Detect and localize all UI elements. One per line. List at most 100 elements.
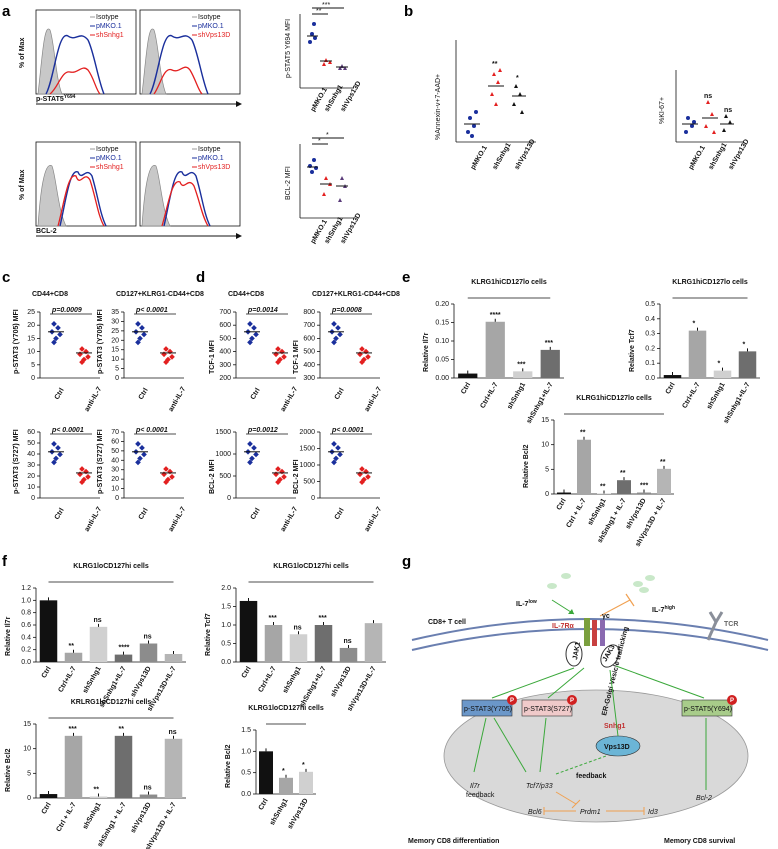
feedback-label: feedback [576, 773, 606, 780]
bar [577, 439, 591, 494]
y-tick: 35 [111, 309, 119, 316]
y-tick: 25 [111, 328, 119, 335]
x-tick: shSnhg1 [82, 665, 103, 694]
significance: ** [119, 726, 125, 733]
phospho-icon [507, 695, 517, 705]
significance: ** [600, 484, 606, 491]
y-label: Relative Bcl2 [523, 444, 530, 488]
legend-shsnhg1: shSnhg1 [96, 32, 124, 39]
data-point [249, 335, 255, 342]
bar-chart: KLRG1hiCD127lo cells 0.00 0.05 0.10 0.15 0.20… [423, 279, 564, 425]
data-point [169, 354, 175, 360]
histogram-bcl2-snhg1: Isotype pMKO.1 shSnhg1 [35, 141, 137, 227]
y-tick: 20 [27, 473, 35, 480]
plot-title: CD127+KLRG1-CD44+CD8 [116, 291, 204, 298]
x-tick: shVps13D+IL-7 [346, 665, 377, 712]
y-tick: 0.2 [21, 647, 31, 654]
gamma-c-label: γc [602, 613, 610, 620]
y-tick: 0 [545, 491, 549, 498]
p-value: p< 0.0001 [331, 427, 364, 434]
data-point [163, 466, 169, 472]
y-tick: 0 [227, 495, 231, 502]
legend-pmko: pMKO.1 [96, 23, 122, 30]
data-point [359, 346, 365, 352]
y-tick: 40 [111, 457, 119, 464]
x-tick: shSnhg1+IL-7 [723, 381, 752, 425]
x-tick: Ctrl [258, 797, 270, 811]
group: shVps13D [340, 212, 363, 245]
y-tick: 300 [303, 375, 315, 382]
x-tick: Ctrl [41, 801, 53, 815]
data-point [247, 441, 253, 447]
y-tick: 600 [303, 335, 315, 342]
y-tick: 10 [27, 349, 35, 356]
x-tick: anti-IL-7 [168, 506, 188, 533]
panels-c-d: CD44+CD8 0 5 10 15 20 25 p-STAT3 (Y705) MFI p=0.… [13, 291, 400, 533]
y-tick: 25 [27, 309, 35, 316]
bar [89, 796, 108, 798]
significance: ** [660, 459, 666, 466]
y-tick: 1.0 [221, 622, 231, 629]
bar [513, 371, 533, 378]
data-point [85, 474, 91, 480]
y-tick: 0.5 [645, 301, 655, 308]
y-tick: 1.5 [221, 604, 231, 611]
phospho-p: P [730, 698, 734, 704]
dot-plot: CD44+CD8 0 5 10 15 20 25 p-STAT3 (Y705) MFI p=0.… [13, 291, 103, 413]
ylabel: %KI-67+ [659, 97, 666, 124]
data-point [275, 359, 281, 365]
x-tick: shSnhg1 [587, 497, 608, 526]
data-point [275, 479, 281, 485]
il7-low: IL-7low [516, 599, 537, 608]
significance: * [693, 321, 696, 328]
x-tick: shVps13D [130, 802, 153, 835]
data-point [55, 325, 61, 331]
il7r-feedback: feedback [466, 792, 495, 799]
data-point [57, 451, 63, 458]
pstat3-y705: p-STAT3(Y705) [464, 706, 512, 713]
bar [164, 653, 183, 662]
y-tick: 20 [111, 476, 119, 483]
y-tick: 400 [219, 349, 231, 356]
cell-label: CD8+ T cell [428, 619, 466, 626]
dot-plot: 0 500 1000 1500 BCL-2 MFI p=0.0012 Ctrl anti-IL… [209, 427, 299, 533]
significance: *** [517, 361, 525, 368]
group: shVps13D [514, 138, 537, 171]
data-point [161, 471, 167, 478]
bar [617, 480, 631, 494]
data-point [275, 346, 281, 352]
data-point [135, 459, 141, 466]
significance: * [718, 361, 721, 368]
data-point [337, 451, 343, 458]
group: pMKO.1 [470, 145, 489, 171]
pstat5-box [681, 699, 733, 717]
sig: ns [704, 93, 712, 100]
bar [557, 492, 571, 494]
y-tick: 1500 [299, 446, 315, 453]
data-point [331, 441, 337, 447]
x-tick: anti-IL-7 [364, 506, 384, 533]
bar [39, 794, 58, 798]
scatter-ylabel: p-STAT5 Y694 MFI [285, 19, 292, 78]
y-tick: 0.3 [645, 331, 655, 338]
x-tick: shVps13D [130, 666, 153, 699]
significance: *** [319, 615, 327, 622]
bar [114, 654, 133, 662]
x-tick: shVps13D [287, 798, 310, 831]
histogram-pstat5-vps13d: Isotype pMKO.1 shVps13D [139, 9, 241, 95]
y-tick: 0.0 [645, 375, 655, 382]
sig: ns [724, 107, 732, 114]
data-point [331, 459, 337, 466]
x-tick: Ctrl+IL-7 [681, 381, 701, 409]
p-value: p=0.0014 [247, 307, 278, 314]
data-point [357, 471, 363, 478]
chart-title: KLRG1loCD127hi cells [248, 705, 324, 712]
data-point [333, 335, 339, 342]
y-tick: 5 [27, 770, 31, 777]
y-tick: 400 [303, 362, 315, 369]
bar [64, 652, 83, 662]
x-tick: Ctrl [334, 387, 346, 401]
x-tick: anti-IL-7 [168, 386, 188, 413]
bar [164, 738, 183, 798]
p-value: p=0.0008 [331, 307, 362, 314]
